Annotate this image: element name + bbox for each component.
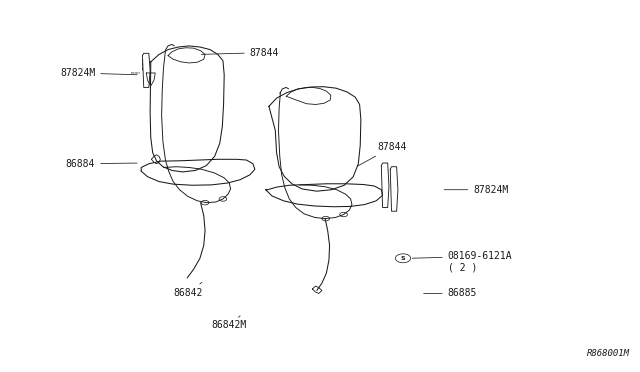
Text: 86842M: 86842M: [211, 316, 246, 330]
Text: 87844: 87844: [358, 142, 407, 166]
Text: 87824M: 87824M: [60, 68, 137, 78]
Text: 86884: 86884: [66, 159, 137, 169]
Text: 86885: 86885: [424, 288, 477, 298]
Text: S: S: [401, 256, 405, 261]
Text: R868001M: R868001M: [587, 349, 630, 358]
Text: 08169-6121A: 08169-6121A: [412, 251, 513, 262]
Text: 87844: 87844: [202, 48, 279, 58]
Text: 87824M: 87824M: [444, 185, 509, 195]
Text: 86842: 86842: [173, 282, 202, 298]
Text: ( 2 ): ( 2 ): [448, 263, 477, 273]
